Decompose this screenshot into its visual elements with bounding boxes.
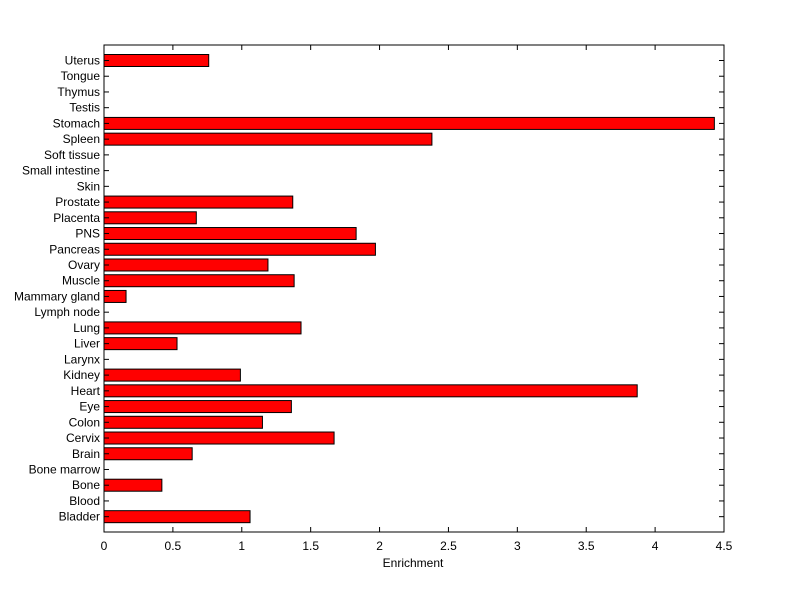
bar-kidney xyxy=(103,368,241,382)
x-tick-label-8: 4 xyxy=(652,539,659,553)
y-tick-label-bone: Bone xyxy=(72,478,100,492)
y-tick-label-tongue: Tongue xyxy=(61,69,101,83)
bar-spleen xyxy=(103,132,433,146)
y-tick-label-lymph-node: Lymph node xyxy=(34,305,100,319)
x-tick-label-7: 3.5 xyxy=(578,539,595,553)
y-tick-label-muscle: Muscle xyxy=(62,274,100,288)
y-tick-label-pns: PNS xyxy=(75,227,100,241)
x-tick-label-6: 3 xyxy=(514,539,521,553)
y-tick-label-thymus: Thymus xyxy=(57,85,100,99)
bar-bladder xyxy=(103,510,251,524)
bar-cervix xyxy=(103,431,335,445)
y-tick-label-liver: Liver xyxy=(74,337,100,351)
y-tick-label-small-intestine: Small intestine xyxy=(22,164,100,178)
bar-uterus xyxy=(103,54,210,67)
y-tick-label-kidney: Kidney xyxy=(63,368,100,382)
bar-colon xyxy=(103,415,263,429)
y-tick-label-brain: Brain xyxy=(72,447,100,461)
y-tick-label-ovary: Ovary xyxy=(68,258,100,272)
y-tick-label-soft-tissue: Soft tissue xyxy=(44,148,100,162)
x-tick-label-5: 2.5 xyxy=(440,539,457,553)
bar-bone xyxy=(103,478,163,492)
bars-group xyxy=(103,54,715,524)
x-axis-ticks: 0 0.5 1 1.5 2 2.5 3 3.5 4 4.5 xyxy=(101,45,733,553)
x-tick-label-2: 1 xyxy=(238,539,245,553)
bar-brain xyxy=(103,447,193,461)
x-tick-label-0: 0 xyxy=(101,539,108,553)
y-tick-label-bone-marrow: Bone marrow xyxy=(29,462,101,476)
bar-pancreas xyxy=(103,242,376,256)
y-tick-label-stomach: Stomach xyxy=(53,116,100,130)
y-tick-label-uterus: Uterus xyxy=(65,54,100,68)
y-tick-label-larynx: Larynx xyxy=(64,352,100,366)
x-axis-label: Enrichment xyxy=(383,556,444,570)
y-tick-label-heart: Heart xyxy=(71,384,101,398)
y-tick-label-cervix: Cervix xyxy=(66,431,100,445)
y-tick-label-lung: Lung xyxy=(73,321,100,335)
y-tick-label-skin: Skin xyxy=(77,179,100,193)
bar-ovary xyxy=(103,258,269,272)
y-tick-label-colon: Colon xyxy=(69,415,100,429)
x-tick-label-3: 1.5 xyxy=(302,539,319,553)
y-tick-label-pancreas: Pancreas xyxy=(49,242,100,256)
bar-placenta xyxy=(103,211,197,225)
bar-eye xyxy=(103,400,292,414)
y-tick-label-placenta: Placenta xyxy=(53,211,100,225)
y-tick-label-mammary-gland: Mammary gland xyxy=(14,289,100,303)
y-tick-label-prostate: Prostate xyxy=(55,195,100,209)
y-tick-label-testis: Testis xyxy=(69,101,100,115)
bar-muscle xyxy=(103,274,295,288)
bar-liver xyxy=(103,337,178,351)
y-tick-label-spleen: Spleen xyxy=(63,132,100,146)
bar-heart xyxy=(103,384,638,398)
bar-lung xyxy=(103,321,302,335)
x-tick-label-1: 0.5 xyxy=(165,539,182,553)
y-tick-label-eye: Eye xyxy=(79,400,100,414)
x-tick-label-9: 4.5 xyxy=(716,539,733,553)
bar-prostate xyxy=(103,195,294,209)
bar-pns xyxy=(103,227,357,241)
y-tick-label-blood: Blood xyxy=(69,494,100,508)
x-tick-label-4: 2 xyxy=(376,539,383,553)
bar-stomach xyxy=(103,116,715,130)
y-tick-label-bladder: Bladder xyxy=(59,510,100,524)
